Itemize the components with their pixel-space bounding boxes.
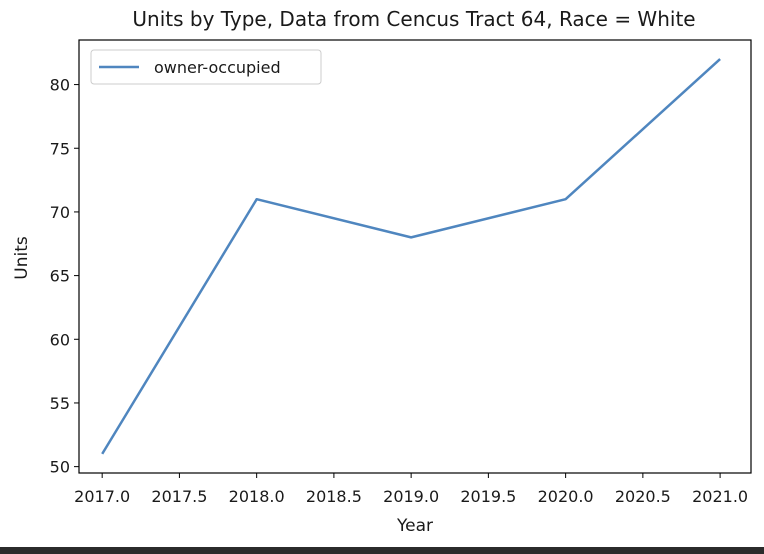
x-tick-label: 2018.0 xyxy=(229,487,285,506)
y-tick-label: 80 xyxy=(50,76,70,95)
y-tick-label: 50 xyxy=(50,458,70,477)
x-tick-label: 2020.0 xyxy=(538,487,594,506)
y-tick-label: 55 xyxy=(50,394,70,413)
x-tick-label: 2017.0 xyxy=(74,487,130,506)
chart-title: Units by Type, Data from Cencus Tract 64… xyxy=(132,7,695,31)
legend-box xyxy=(90,49,322,85)
y-tick-label: 60 xyxy=(50,330,70,349)
x-tick-label: 2019.5 xyxy=(460,487,516,506)
y-tick-label: 65 xyxy=(50,267,70,286)
series-line-owner-occupied xyxy=(101,58,721,455)
x-tick-label: 2021.0 xyxy=(692,487,748,506)
legend: owner-occupied xyxy=(90,49,322,85)
x-axis-label: Year xyxy=(396,516,433,536)
x-tick-label: 2018.5 xyxy=(306,487,362,506)
x-tick-label: 2020.5 xyxy=(615,487,671,506)
x-tick-label: 2019.0 xyxy=(383,487,439,506)
plot-area-frame xyxy=(78,39,752,474)
y-tick-label: 75 xyxy=(50,139,70,158)
x-tick-label: 2017.5 xyxy=(151,487,207,506)
y-tick-label: 70 xyxy=(50,203,70,222)
legend-label: owner-occupied xyxy=(154,58,281,77)
y-axis-label: Units xyxy=(12,236,32,280)
bottom-bar xyxy=(0,547,764,554)
